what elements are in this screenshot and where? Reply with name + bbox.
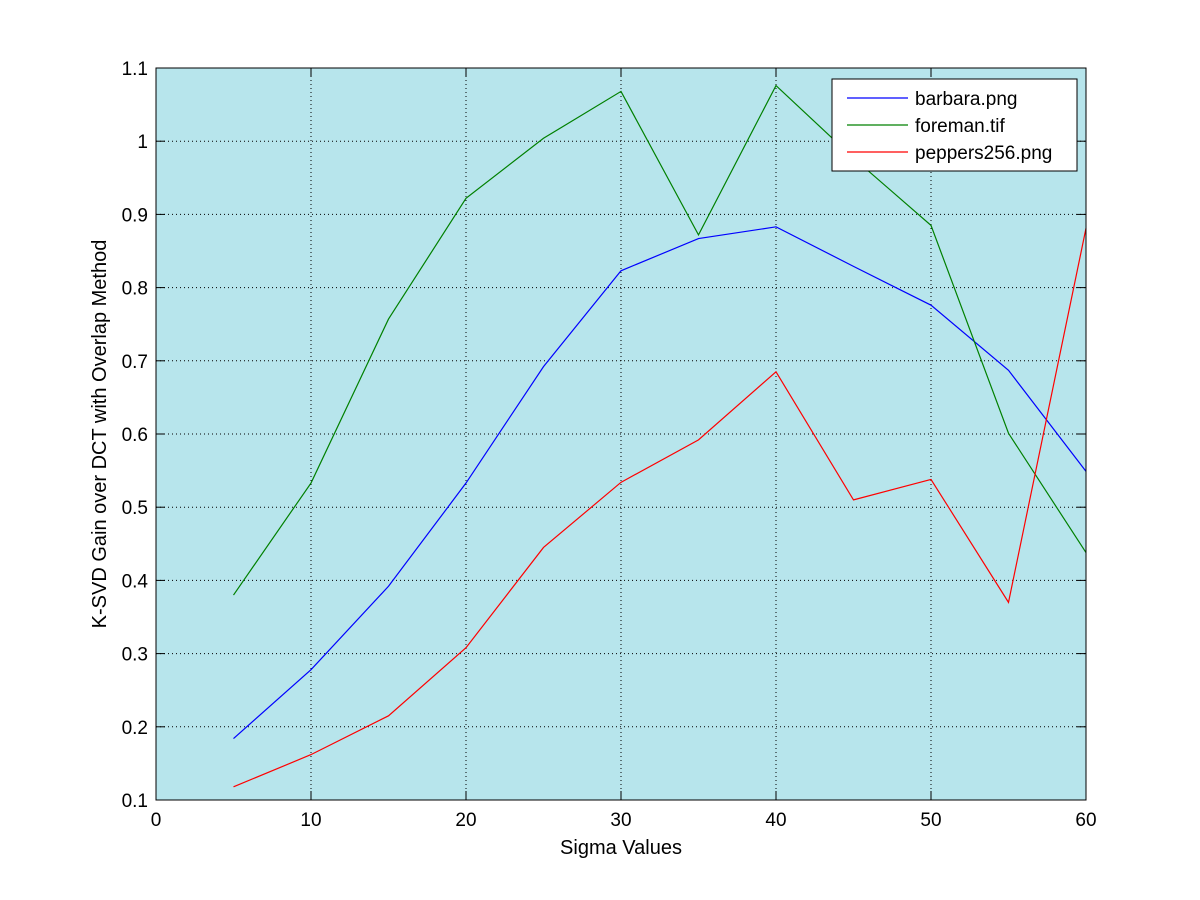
series-line-2 xyxy=(233,228,1087,788)
y-tick-label: 1 xyxy=(137,132,148,153)
y-tick-label: 0.4 xyxy=(122,571,149,592)
y-tick-label: 0.6 xyxy=(122,425,148,446)
y-tick-label: 0.7 xyxy=(122,352,148,373)
x-tick-label: 30 xyxy=(610,810,631,831)
y-axis-label: K-SVD Gain over DCT with Overlap Method xyxy=(89,240,111,629)
y-tick-label: 0.9 xyxy=(122,205,148,226)
x-tick-label: 40 xyxy=(765,810,786,831)
series-lines xyxy=(233,84,1087,788)
x-tick-label: 50 xyxy=(920,810,941,831)
legend-label: barbara.png xyxy=(915,89,1017,110)
x-tick-label: 20 xyxy=(455,810,476,831)
x-tick-label: 10 xyxy=(300,810,321,831)
y-tick-label: 0.1 xyxy=(122,791,148,812)
legend-label: foreman.tif xyxy=(915,116,1005,137)
y-tick-label: 0.2 xyxy=(122,718,148,739)
y-tick-label: 0.8 xyxy=(122,279,148,300)
series-line-1 xyxy=(233,84,1087,596)
y-tick-label: 1.1 xyxy=(122,59,148,80)
y-tick-label: 0.5 xyxy=(122,498,148,519)
y-tick-label: 0.3 xyxy=(122,645,148,666)
legend: barbara.png foreman.tif peppers256.png xyxy=(831,78,1078,172)
axis-ticks: 0 10 20 30 40 50 60 0.1 0.2 0.3 0.4 0.5 0.6 0.7 0.8 0.9… xyxy=(122,59,1097,831)
x-tick-label: 60 xyxy=(1075,810,1096,831)
x-axis-label: Sigma Values xyxy=(560,837,682,859)
series-line-0 xyxy=(233,226,1087,739)
grid-lines xyxy=(156,68,1086,800)
legend-label: peppers256.png xyxy=(915,143,1052,164)
x-tick-label: 0 xyxy=(151,810,162,831)
